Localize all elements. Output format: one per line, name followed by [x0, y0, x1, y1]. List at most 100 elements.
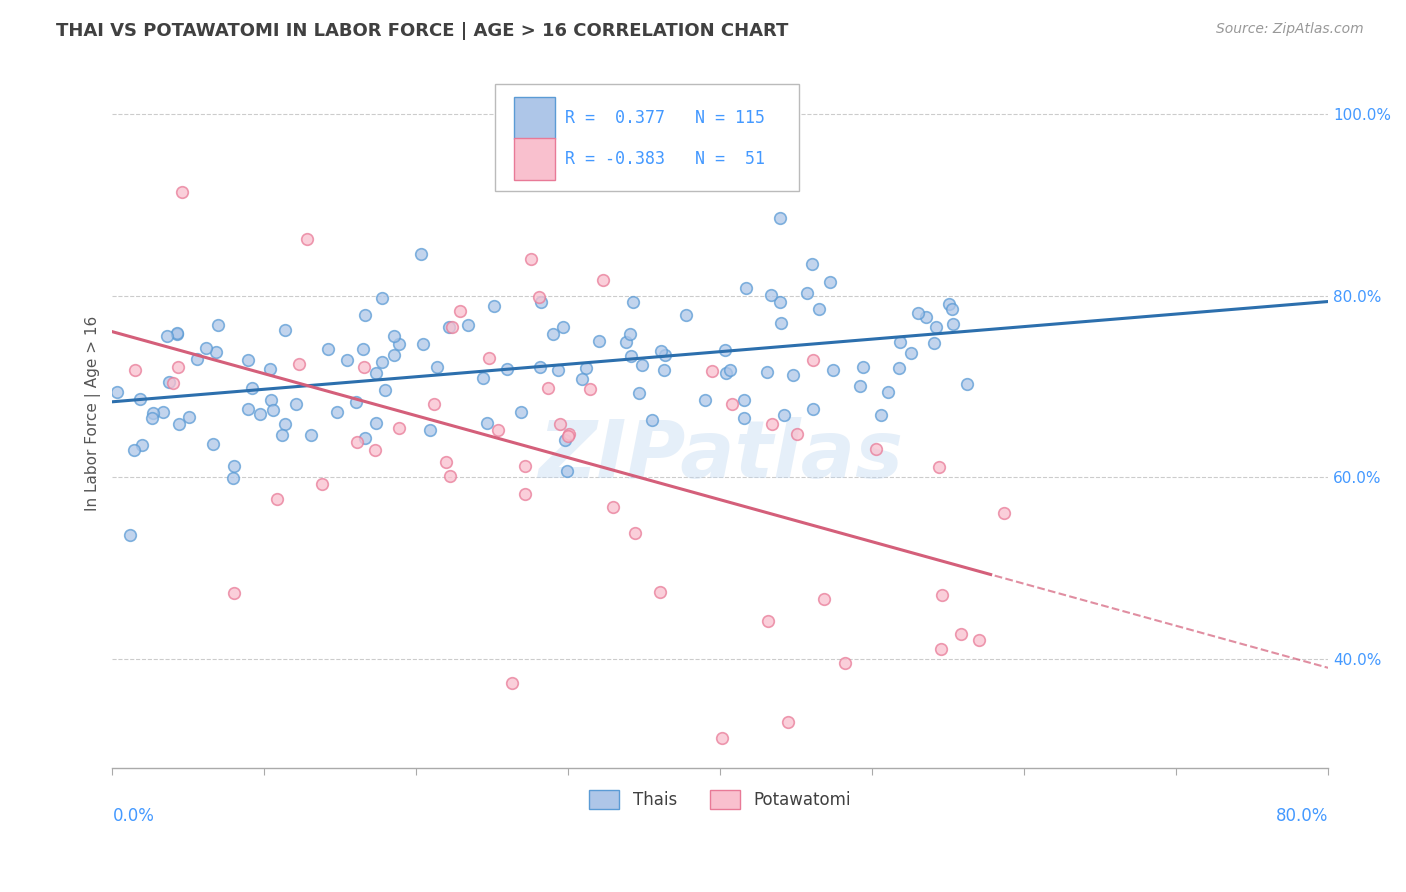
Point [423, 397, 446, 411]
Point [547, 363, 569, 377]
Point [849, 379, 872, 393]
Point [755, 365, 778, 379]
Point [733, 410, 755, 425]
Point [527, 290, 550, 304]
Point [619, 327, 641, 342]
Point [156, 329, 179, 343]
Text: ZIPatlas: ZIPatlas [537, 417, 903, 495]
Point [273, 323, 295, 337]
Point [887, 361, 910, 376]
Point [554, 434, 576, 448]
Point [288, 357, 311, 371]
Point [575, 361, 598, 376]
Point [620, 350, 643, 364]
Point [631, 359, 654, 373]
Point [558, 427, 581, 442]
Point [207, 318, 229, 333]
Point [346, 435, 368, 450]
Point [274, 417, 297, 431]
Point [537, 381, 560, 395]
Point [756, 615, 779, 629]
Point [852, 359, 875, 374]
Point [186, 351, 208, 366]
Point [772, 408, 794, 422]
Point [614, 334, 637, 349]
Point [124, 363, 146, 377]
Point [457, 318, 479, 332]
Point [142, 406, 165, 420]
Point [167, 417, 190, 431]
Point [482, 299, 505, 313]
Point [478, 351, 501, 365]
Point [761, 417, 783, 431]
Point [266, 492, 288, 507]
Point [700, 364, 723, 378]
Point [907, 306, 929, 320]
Y-axis label: In Labor Force | Age > 16: In Labor Force | Age > 16 [86, 316, 101, 511]
Point [285, 397, 308, 411]
Point [371, 291, 394, 305]
Point [449, 304, 471, 318]
Point [170, 185, 193, 199]
Point [388, 337, 411, 351]
Point [654, 348, 676, 362]
Point [820, 276, 842, 290]
Point [260, 392, 283, 407]
Point [411, 247, 433, 261]
Point [801, 257, 824, 271]
Point [941, 318, 963, 332]
Point [128, 392, 150, 407]
Point [807, 302, 830, 317]
Point [769, 294, 792, 309]
Point [623, 526, 645, 541]
Point [711, 731, 734, 745]
Point [693, 392, 716, 407]
Point [259, 362, 281, 376]
Point [782, 368, 804, 382]
Point [141, 411, 163, 425]
Point [889, 334, 911, 349]
Point [915, 310, 938, 324]
Point [967, 632, 990, 647]
Text: 80.0%: 80.0% [1275, 806, 1329, 824]
Point [650, 344, 672, 359]
Point [993, 507, 1015, 521]
Point [336, 352, 359, 367]
Point [486, 423, 509, 437]
Text: 0.0%: 0.0% [112, 806, 155, 824]
Point [124, 442, 146, 457]
Point [551, 319, 574, 334]
Point [900, 345, 922, 359]
Point [437, 319, 460, 334]
Point [105, 384, 128, 399]
Point [720, 397, 742, 411]
Point [761, 287, 783, 301]
Point [713, 343, 735, 357]
Point [222, 586, 245, 600]
Text: Source: ZipAtlas.com: Source: ZipAtlas.com [1216, 22, 1364, 37]
Point [295, 232, 318, 246]
Point [366, 416, 388, 430]
Point [205, 345, 228, 359]
Point [131, 438, 153, 452]
Point [956, 376, 979, 391]
Point [520, 252, 543, 266]
Point [152, 405, 174, 419]
Point [931, 588, 953, 602]
Point [374, 383, 396, 397]
Point [167, 360, 190, 375]
Point [641, 413, 664, 427]
Point [166, 326, 188, 341]
Point [769, 211, 792, 225]
Point [439, 468, 461, 483]
Point [353, 308, 375, 322]
Point [166, 326, 188, 340]
Point [501, 675, 523, 690]
Point [870, 408, 893, 422]
Point [249, 407, 271, 421]
Point [950, 627, 973, 641]
Point [941, 302, 963, 317]
Point [271, 428, 294, 442]
Point [157, 376, 180, 390]
Point [344, 394, 367, 409]
